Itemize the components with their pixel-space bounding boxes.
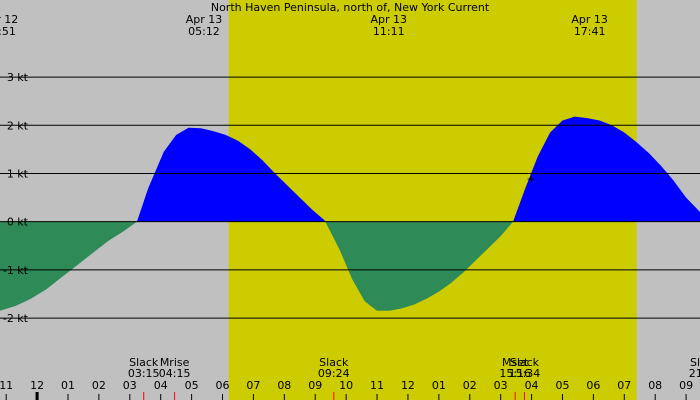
bottom-events: Slack03:15Mrise04:15Slack09:24Mset15:16S…: [128, 356, 700, 400]
event-time-3: 15:16: [499, 367, 531, 380]
y-tick-label-5: -2 kt: [3, 312, 29, 325]
top-time-3: 17:41: [574, 25, 606, 38]
event-time-0: 03:15: [128, 367, 160, 380]
top-date-1: Apr 13: [186, 13, 223, 26]
top-time-2: 11:11: [373, 25, 405, 38]
y-tick-label-2: 1 kt: [7, 167, 29, 180]
x-tick-label-12: 11: [370, 379, 384, 392]
x-tick-label-10: 09: [308, 379, 322, 392]
top-date-2: Apr 13: [371, 13, 408, 26]
event-label-3: Mset: [502, 356, 529, 369]
current-area-3: [513, 116, 700, 222]
x-tick-label-15: 02: [463, 379, 477, 392]
event-label-5: Slack: [690, 356, 700, 369]
y-tick-label-0: 3 kt: [7, 71, 29, 84]
current-area-2: [325, 221, 513, 311]
event-time-1: 04:15: [159, 367, 191, 380]
x-tick-label-2: 01: [61, 379, 75, 392]
event-label-1: Mrise: [160, 356, 190, 369]
event-label-0: Slack: [129, 356, 159, 369]
x-tick-label-4: 03: [123, 379, 137, 392]
x-tick-label-19: 06: [586, 379, 600, 392]
x-axis-ticks: 11 12 01 02 03 04 05 06 07 08 09 10 11 12 01 02 03 04 05 06…: [0, 379, 693, 400]
x-tick-label-22: 09: [679, 379, 693, 392]
event-time-4: 15:34: [509, 367, 541, 380]
x-tick-label-13: 12: [401, 379, 415, 392]
top-time-1: 05:12: [188, 25, 220, 38]
current-areas: [0, 116, 700, 311]
x-tick-label-6: 05: [185, 379, 199, 392]
event-label-4: Slack: [510, 356, 540, 369]
x-tick-label-16: 03: [494, 379, 508, 392]
event-label-2: Slack: [319, 356, 349, 369]
top-date-3: Apr 13: [571, 13, 608, 26]
x-tick-label-7: 06: [216, 379, 230, 392]
x-tick-label-20: 07: [617, 379, 631, 392]
top-time-0: 23:51: [0, 25, 16, 38]
x-tick-label-3: 02: [92, 379, 106, 392]
y-tick-label-3: 0 kt: [7, 216, 29, 229]
current-marker: +: [526, 172, 535, 185]
x-tick-label-5: 04: [154, 379, 168, 392]
event-time-5: 21:30: [689, 367, 700, 380]
x-tick-label-8: 07: [246, 379, 260, 392]
x-tick-label-17: 04: [525, 379, 539, 392]
x-tick-label-1: 12: [30, 379, 44, 392]
grid-lines: [0, 76, 700, 319]
current-area-0: [0, 221, 137, 311]
current-area-1: [136, 127, 326, 222]
chart-title: North Haven Peninsula, north of, New Yor…: [211, 1, 490, 14]
x-tick-label-14: 01: [432, 379, 446, 392]
x-tick-label-18: 05: [555, 379, 569, 392]
x-tick-label-9: 08: [277, 379, 291, 392]
y-tick-label-1: 2 kt: [7, 119, 29, 132]
y-tick-label-4: -1 kt: [3, 264, 29, 277]
event-time-2: 09:24: [318, 367, 350, 380]
x-tick-label-11: 10: [339, 379, 353, 392]
x-tick-label-0: 11: [0, 379, 13, 392]
top-date-0: Apr 12: [0, 13, 18, 26]
y-tick-labels: 3 kt 2 kt 1 kt 0 kt -1 kt -2 kt: [3, 71, 29, 325]
x-tick-label-21: 08: [648, 379, 662, 392]
